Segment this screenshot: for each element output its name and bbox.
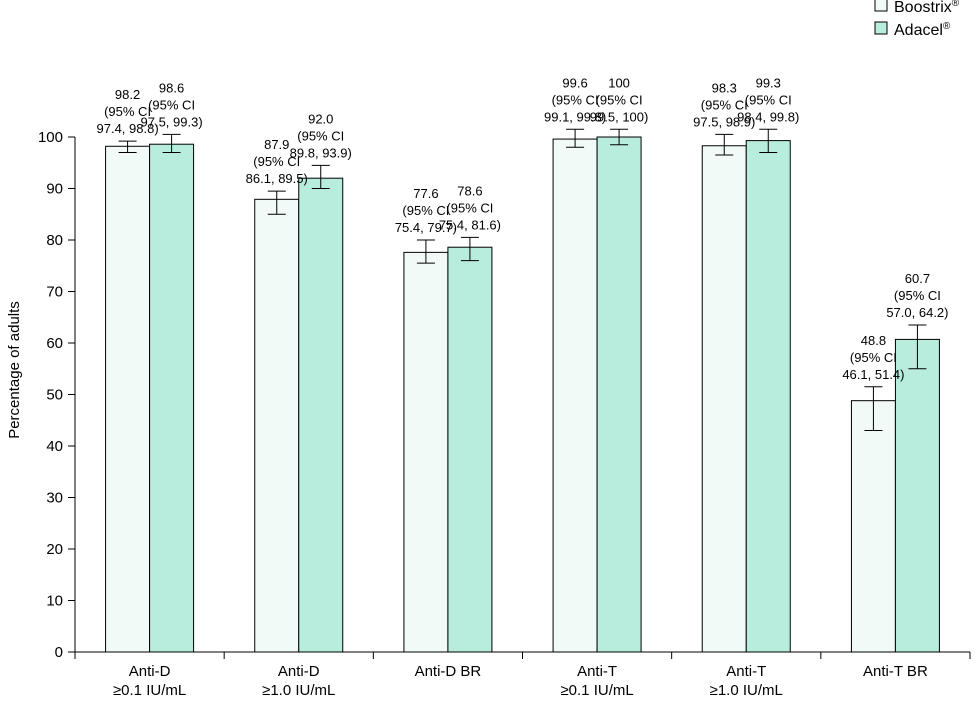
data-label: (95% CI — [402, 203, 449, 218]
y-tick-label: 10 — [46, 593, 63, 610]
category-label: Anti-T — [726, 663, 766, 680]
data-label: 99.5, 100) — [590, 109, 649, 124]
legend: Boostrix® Adacel® — [874, 0, 960, 39]
data-label: (95% CI — [701, 97, 748, 112]
bar-boostrix — [105, 145, 151, 653]
bar-boostrix — [403, 251, 449, 653]
bar-boostrix — [701, 145, 747, 653]
y-tick-label: 80 — [46, 232, 63, 249]
data-label: 75.4, 81.6) — [439, 217, 501, 232]
data-label: 57.0, 64.2) — [886, 305, 948, 320]
legend-swatch-boostrix — [874, 0, 888, 12]
data-label: (95% CI — [148, 97, 195, 112]
category-label: Anti-D — [129, 663, 171, 680]
data-label: 99.3 — [756, 75, 781, 90]
data-label: 78.6 — [457, 183, 482, 198]
legend-label-boostrix: Boostrix® — [894, 0, 960, 16]
data-label: 48.8 — [861, 333, 886, 348]
data-label: (95% CI — [104, 104, 151, 119]
legend-swatch-adacel — [874, 21, 888, 35]
legend-label-adacel: Adacel® — [894, 21, 951, 39]
data-label: (95% CI — [446, 200, 493, 215]
data-label: 98.6 — [159, 80, 184, 95]
data-label: 98.4, 99.8) — [737, 109, 799, 124]
y-tick-label: 70 — [46, 284, 63, 301]
category-labels: Anti-D ≥0.1 IU/mL Anti-D ≥1.0 IU/mL Anti-D B… — [113, 663, 928, 699]
y-tick-label: 20 — [46, 541, 63, 558]
category-label: ≥0.1 IU/mL — [113, 682, 186, 699]
data-label: 97.5, 98.9) — [693, 114, 755, 129]
data-label: (95% CI — [596, 92, 643, 107]
data-label: 87.9 — [264, 137, 289, 152]
data-label: 86.1, 89.5) — [246, 171, 308, 186]
data-label: 100 — [608, 75, 630, 90]
data-label: 98.2 — [115, 87, 140, 102]
data-label: 99.1, 99.8) — [544, 109, 606, 124]
bar-adacel — [894, 338, 940, 653]
data-label: 99.6 — [562, 75, 587, 90]
data-label: 92.0 — [308, 111, 333, 126]
data-label: 60.7 — [905, 271, 930, 286]
y-axis-label: Percentage of adults — [6, 301, 23, 439]
category-label: Anti-T BR — [863, 663, 928, 680]
category-label: Anti-T — [577, 663, 617, 680]
y-tick-label: 30 — [46, 490, 63, 507]
bar-adacel — [298, 177, 344, 653]
category-label: Anti-D — [278, 663, 320, 680]
bar-adacel — [447, 246, 493, 653]
y-tick-label: 50 — [46, 387, 63, 404]
bar-adacel — [745, 140, 791, 653]
y-tick-label: 90 — [46, 181, 63, 198]
data-label: (95% CI — [253, 154, 300, 169]
data-label: (95% CI — [850, 350, 897, 365]
y-tick-label: 100 — [38, 129, 63, 146]
bars — [105, 136, 940, 653]
bar-boostrix — [850, 400, 896, 653]
y-tick-label: 0 — [55, 644, 63, 661]
category-label: ≥1.0 IU/mL — [262, 682, 335, 699]
error-bars — [118, 128, 927, 432]
data-label: 98.3 — [712, 80, 737, 95]
bar-boostrix — [552, 138, 598, 653]
bar-boostrix — [254, 198, 300, 653]
data-label: 97.4, 98.8) — [97, 121, 159, 136]
data-label: 77.6 — [413, 186, 438, 201]
data-label: 97.5, 99.3) — [141, 114, 203, 129]
data-label: (95% CI — [552, 92, 599, 107]
data-label: 89.8, 93.9) — [290, 145, 352, 160]
data-label: (95% CI — [297, 128, 344, 143]
category-label: Anti-D BR — [415, 663, 482, 680]
y-tick-label: 60 — [46, 335, 63, 352]
y-tick-label: 40 — [46, 438, 63, 455]
bar-adacel — [149, 143, 195, 653]
data-label: (95% CI — [894, 288, 941, 303]
bar-adacel — [596, 136, 642, 653]
category-label: ≥0.1 IU/mL — [560, 682, 633, 699]
data-label: 46.1, 51.4) — [842, 367, 904, 382]
data-label: (95% CI — [745, 92, 792, 107]
axes: 0 10 20 30 40 50 60 70 80 90 100 — [38, 129, 971, 661]
data-label: 75.4, 79.7) — [395, 220, 457, 235]
category-label: ≥1.0 IU/mL — [710, 682, 783, 699]
